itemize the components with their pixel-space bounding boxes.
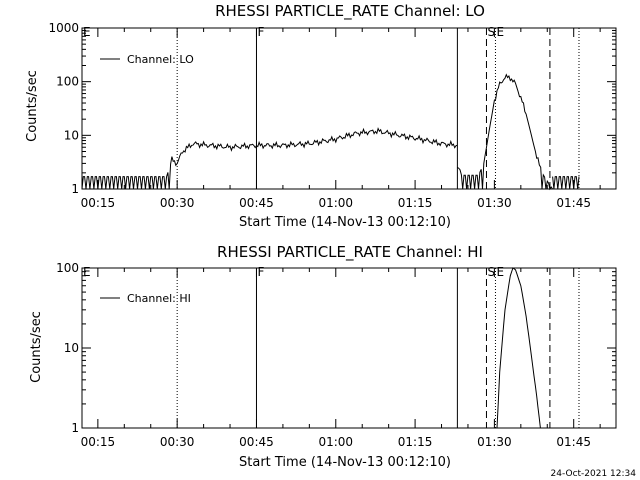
lo-legend-label: Channel: LO: [127, 53, 194, 66]
lo-x-tick-label: 00:30: [160, 196, 195, 210]
lo-y-tick-label: 1: [71, 182, 79, 196]
hi-panel-ylabel: Counts/sec: [29, 311, 44, 383]
lo-x-tick-label: 01:15: [398, 196, 433, 210]
lo-x-tick-label: 01:45: [556, 196, 591, 210]
lo-x-tick-label: 01:00: [318, 196, 353, 210]
lo-channel-panel: RHESSI PARTICLE_RATE Channel: LO Counts/…: [25, 2, 617, 230]
lo-marker-label: E: [496, 25, 504, 39]
hi-x-tick-label: 01:45: [556, 435, 591, 449]
hi-y-tick-label: 1: [71, 421, 79, 435]
hi-x-tick-label: 00:30: [160, 435, 195, 449]
hi-marker-label: F: [257, 265, 264, 279]
hi-legend-label: Channel: HI: [127, 292, 191, 305]
lo-marker-label: S: [487, 25, 495, 39]
hi-marker-label: E: [83, 265, 91, 279]
hi-panel-legend: Channel: HI: [100, 292, 191, 305]
lo-plot-frame: [81, 27, 617, 190]
hi-x-tick-label: 00:45: [239, 435, 274, 449]
hi-marker-label: S: [487, 265, 495, 279]
lo-data-trace-1: [457, 73, 554, 191]
hi-x-tick-label: 01:30: [477, 435, 512, 449]
hi-marker-label: E: [496, 265, 504, 279]
lo-x-tick-label: 00:15: [81, 196, 116, 210]
lo-data-trace-2: [552, 176, 580, 190]
lo-panel-ylabel: Counts/sec: [25, 70, 40, 142]
lo-x-tick-label: 01:30: [477, 196, 512, 210]
lo-panel-legend: Channel: LO: [100, 53, 194, 66]
timestamp: 24-Oct-2021 12:34: [551, 469, 637, 479]
hi-y-tick-label: 100: [56, 261, 79, 275]
lo-y-tick-label: 10: [64, 128, 79, 142]
hi-x-tick-label: 00:15: [81, 435, 116, 449]
lo-data-trace-0: [81, 127, 458, 190]
hi-x-tick-label: 01:15: [398, 435, 433, 449]
hi-data-trace-0: [496, 267, 541, 429]
lo-marker-label: E: [83, 25, 91, 39]
hi-panel-title: RHESSI PARTICLE_RATE Channel: HI: [217, 243, 483, 262]
lo-y-tick-label: 1000: [48, 21, 79, 35]
hi-y-tick-label: 10: [64, 341, 79, 355]
lo-panel-xlabel: Start Time (14-Nov-13 00:12:10): [239, 215, 451, 230]
hi-x-tick-label: 01:00: [318, 435, 353, 449]
lo-y-tick-label: 100: [56, 75, 79, 89]
lo-panel-title: RHESSI PARTICLE_RATE Channel: LO: [215, 2, 485, 21]
hi-channel-panel: RHESSI PARTICLE_RATE Channel: HI Counts/…: [29, 243, 617, 470]
hi-panel-xlabel: Start Time (14-Nov-13 00:12:10): [239, 455, 451, 470]
lo-marker-label: F: [257, 25, 264, 39]
lo-x-tick-label: 00:45: [239, 196, 274, 210]
